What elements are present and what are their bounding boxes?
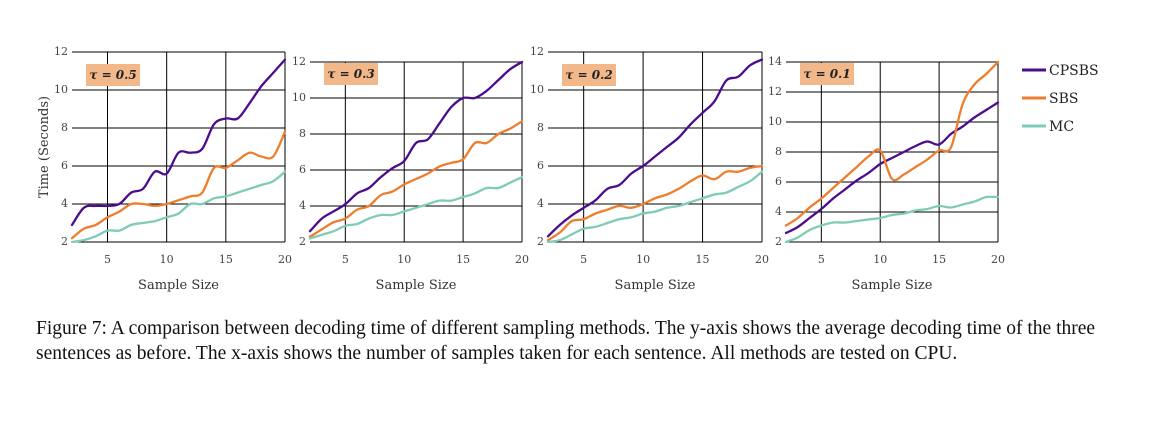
series-line-mc [70,170,287,244]
y-tick-label: 10 [530,83,544,96]
y-tick-label: 14 [768,55,782,68]
y-tick-label: 12 [530,45,544,58]
x-axis-label: Sample Size [376,278,457,293]
series-line-sbs [784,60,1000,227]
x-tick-label: 20 [755,253,769,266]
series-line-mc [546,170,764,244]
series-line-sbs [308,120,524,238]
series-line-sbs [70,130,287,240]
series-line-mc [308,176,524,240]
tau-label: τ = 0.1 [803,67,850,81]
x-axis-label: Sample Size [138,278,219,293]
y-tick-label: 8 [61,121,68,134]
x-tick-label: 5 [342,253,349,266]
x-axis-label: Sample Size [852,278,933,293]
y-tick-label: 8 [537,121,544,134]
y-axis-label: Time (Seconds) [37,96,52,198]
x-tick-label: 10 [636,253,650,266]
series-line-sbs [546,164,764,242]
y-tick-label: 8 [775,145,782,158]
y-tick-label: 2 [775,235,782,248]
series-line-cpsbs [546,58,764,238]
y-tick-label: 12 [54,45,68,58]
x-tick-label: 20 [991,253,1005,266]
legend-label-cpsbs: CPSBS [1049,63,1099,79]
tau-label-box [324,63,378,85]
y-tick-label: 12 [768,85,782,98]
x-axis-label: Sample Size [615,278,696,293]
series-line-mc [784,195,1000,244]
x-tick-label: 20 [278,253,292,266]
y-tick-label: 6 [61,159,68,172]
x-tick-label: 5 [580,253,587,266]
legend-label-mc: MC [1049,119,1074,135]
y-tick-label: 4 [61,197,68,210]
y-tick-label: 4 [775,205,782,218]
tau-label-box [800,63,854,85]
y-tick-label: 8 [299,127,306,140]
tau-label: τ = 0.3 [327,67,374,81]
x-tick-label: 5 [104,253,111,266]
figure-caption: Figure 7: A comparison between decoding … [36,318,1096,364]
x-tick-label: 20 [515,253,529,266]
x-tick-label: 10 [873,253,887,266]
y-tick-label: 6 [537,159,544,172]
y-tick-label: 10 [54,83,68,96]
y-tick-label: 10 [292,91,306,104]
y-tick-label: 6 [299,163,306,176]
legend-label-sbs: SBS [1049,91,1078,107]
y-tick-label: 6 [775,175,782,188]
tau-label-box [86,64,140,86]
tau-label-box [562,64,616,86]
x-tick-label: 15 [456,253,470,266]
x-tick-label: 5 [818,253,825,266]
series-line-cpsbs [70,58,287,227]
y-tick-label: 2 [537,235,544,248]
x-tick-label: 10 [397,253,411,266]
tau-label: τ = 0.5 [89,68,136,82]
y-tick-label: 10 [768,115,782,128]
x-tick-label: 15 [219,253,233,266]
y-tick-label: 4 [299,199,306,212]
y-tick-label: 2 [61,235,68,248]
tau-label: τ = 0.2 [565,68,612,82]
x-tick-label: 15 [696,253,710,266]
x-tick-label: 15 [932,253,946,266]
series-line-cpsbs [308,60,524,233]
x-tick-label: 10 [160,253,174,266]
y-tick-label: 4 [537,197,544,210]
y-tick-label: 12 [292,55,306,68]
figure-canvas: 5 10 15 20 2 4 6 8 10 12 Sample Size Time (Seconds)… [37,45,1099,293]
y-tick-label: 2 [299,235,306,248]
series-line-cpsbs [784,101,1000,235]
